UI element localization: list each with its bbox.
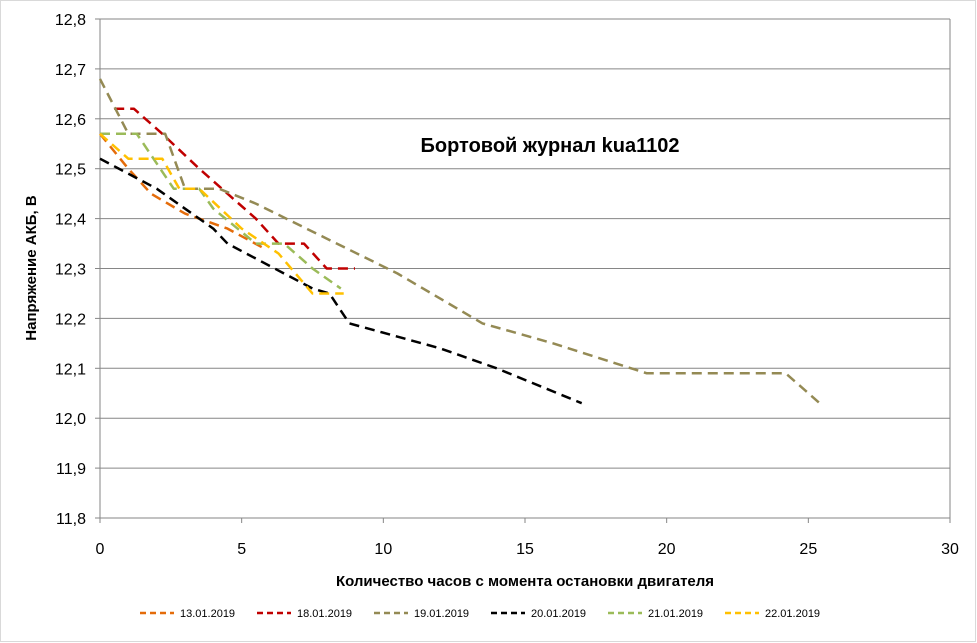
y-tick-label: 12,5: [55, 162, 86, 179]
y-tick-label: 11,9: [56, 461, 86, 478]
x-tick-label: 30: [941, 541, 959, 558]
legend-entry-label: 13.01.2019: [180, 608, 235, 620]
y-tick-label: 12,8: [55, 12, 86, 29]
y-tick-label: 12,2: [55, 311, 86, 328]
series-line-21.01.2019: [100, 132, 342, 290]
x-tick-label: 5: [237, 541, 246, 558]
legend: 13.01.2019 18.01.2019 19.01.2019 20.01.2019…: [140, 608, 820, 620]
legend-entry-label: 19.01.2019: [414, 608, 469, 620]
x-tick-label: 20: [658, 541, 676, 558]
series-line-18.01.2019: [114, 107, 355, 270]
series-line-22.01.2019: [99, 132, 344, 295]
y-tick-label: 12,7: [55, 62, 86, 79]
legend-entry-label: 22.01.2019: [765, 608, 820, 620]
grid-lines: [100, 18, 951, 518]
y-tick-label: 12,3: [55, 262, 86, 279]
x-tick-label: 15: [516, 541, 534, 558]
axes: 11,8 11,9 12,0 12,1 12,2 12,3 12,4 12,5 12,6 12,7…: [55, 12, 959, 558]
y-tick-label: 11,8: [56, 511, 86, 528]
legend-entry-label: 20.01.2019: [531, 608, 586, 620]
y-axis-title: Напряжение АКБ, В: [23, 195, 40, 341]
y-tick-label: 12,1: [55, 361, 86, 378]
x-axis-title: Количество часов с момента остановки дви…: [336, 573, 714, 590]
y-tick-label: 12,6: [55, 112, 86, 129]
y-tick-label: 12,0: [55, 411, 86, 428]
legend-entry-label: 18.01.2019: [297, 608, 352, 620]
x-tick-label: 10: [374, 541, 392, 558]
x-tick-label: 25: [799, 541, 817, 558]
chart-title: Бортовой журнал kua1102: [421, 135, 680, 157]
x-tick-label: 0: [96, 541, 105, 558]
series-line-19.01.2019: [98, 78, 821, 405]
y-tick-label: 12,4: [55, 212, 86, 229]
series-line-20.01.2019: [99, 157, 583, 405]
series-lines: [98, 78, 821, 405]
series-line-13.01.2019: [99, 133, 265, 250]
legend-entry-label: 21.01.2019: [648, 608, 703, 620]
